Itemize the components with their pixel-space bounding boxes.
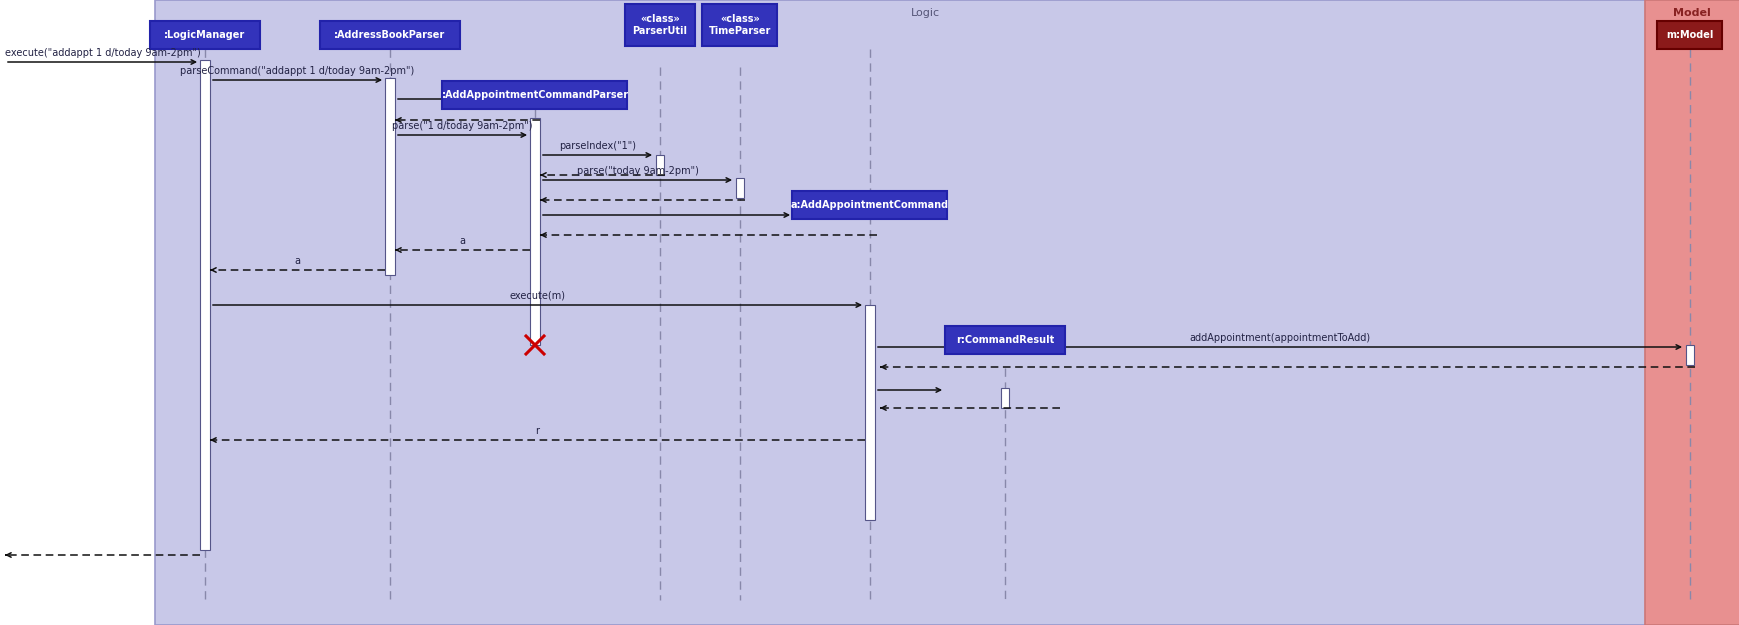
Bar: [1685, 345, 1694, 365]
Bar: [736, 178, 744, 198]
Bar: [656, 155, 664, 175]
Text: parseCommand("addappt 1 d/today 9am-2pm"): parseCommand("addappt 1 d/today 9am-2pm"…: [181, 66, 414, 76]
Bar: [703, 4, 777, 46]
Text: addAppointment(appointmentToAdd): addAppointment(appointmentToAdd): [1189, 333, 1370, 343]
Text: Logic: Logic: [909, 8, 939, 18]
Text: a:AddAppointmentCommand: a:AddAppointmentCommand: [791, 200, 948, 210]
Text: a: a: [294, 256, 301, 266]
Text: r:CommandResult: r:CommandResult: [955, 335, 1054, 345]
Text: :LogicManager: :LogicManager: [163, 30, 245, 40]
Text: execute("addappt 1 d/today 9am-2pm"): execute("addappt 1 d/today 9am-2pm"): [5, 48, 200, 58]
Text: «class»
TimeParser: «class» TimeParser: [708, 14, 770, 36]
Bar: [530, 118, 539, 345]
Text: m:Model: m:Model: [1666, 30, 1713, 40]
Bar: [155, 0, 1689, 625]
Bar: [320, 21, 459, 49]
Bar: [791, 191, 948, 219]
Text: parse("today 9am-2pm"): parse("today 9am-2pm"): [576, 166, 697, 176]
Text: :AddressBookParser: :AddressBookParser: [334, 30, 445, 40]
Text: :AddAppointmentCommandParser: :AddAppointmentCommandParser: [442, 90, 628, 100]
Bar: [200, 60, 210, 550]
Text: r: r: [536, 426, 539, 436]
Bar: [864, 305, 875, 520]
Text: «class»
ParserUtil: «class» ParserUtil: [633, 14, 687, 36]
Bar: [1643, 0, 1739, 625]
Bar: [1657, 21, 1722, 49]
Bar: [944, 326, 1064, 354]
Text: execute(m): execute(m): [510, 291, 565, 301]
Text: Model: Model: [1673, 8, 1709, 18]
Bar: [442, 81, 628, 109]
Bar: [1000, 388, 1009, 408]
Text: parseIndex("1"): parseIndex("1"): [558, 141, 636, 151]
Text: a: a: [459, 236, 466, 246]
Bar: [384, 78, 395, 275]
Bar: [150, 21, 259, 49]
Bar: [624, 4, 694, 46]
Text: parse("1 d/today 9am-2pm"): parse("1 d/today 9am-2pm"): [391, 121, 532, 131]
